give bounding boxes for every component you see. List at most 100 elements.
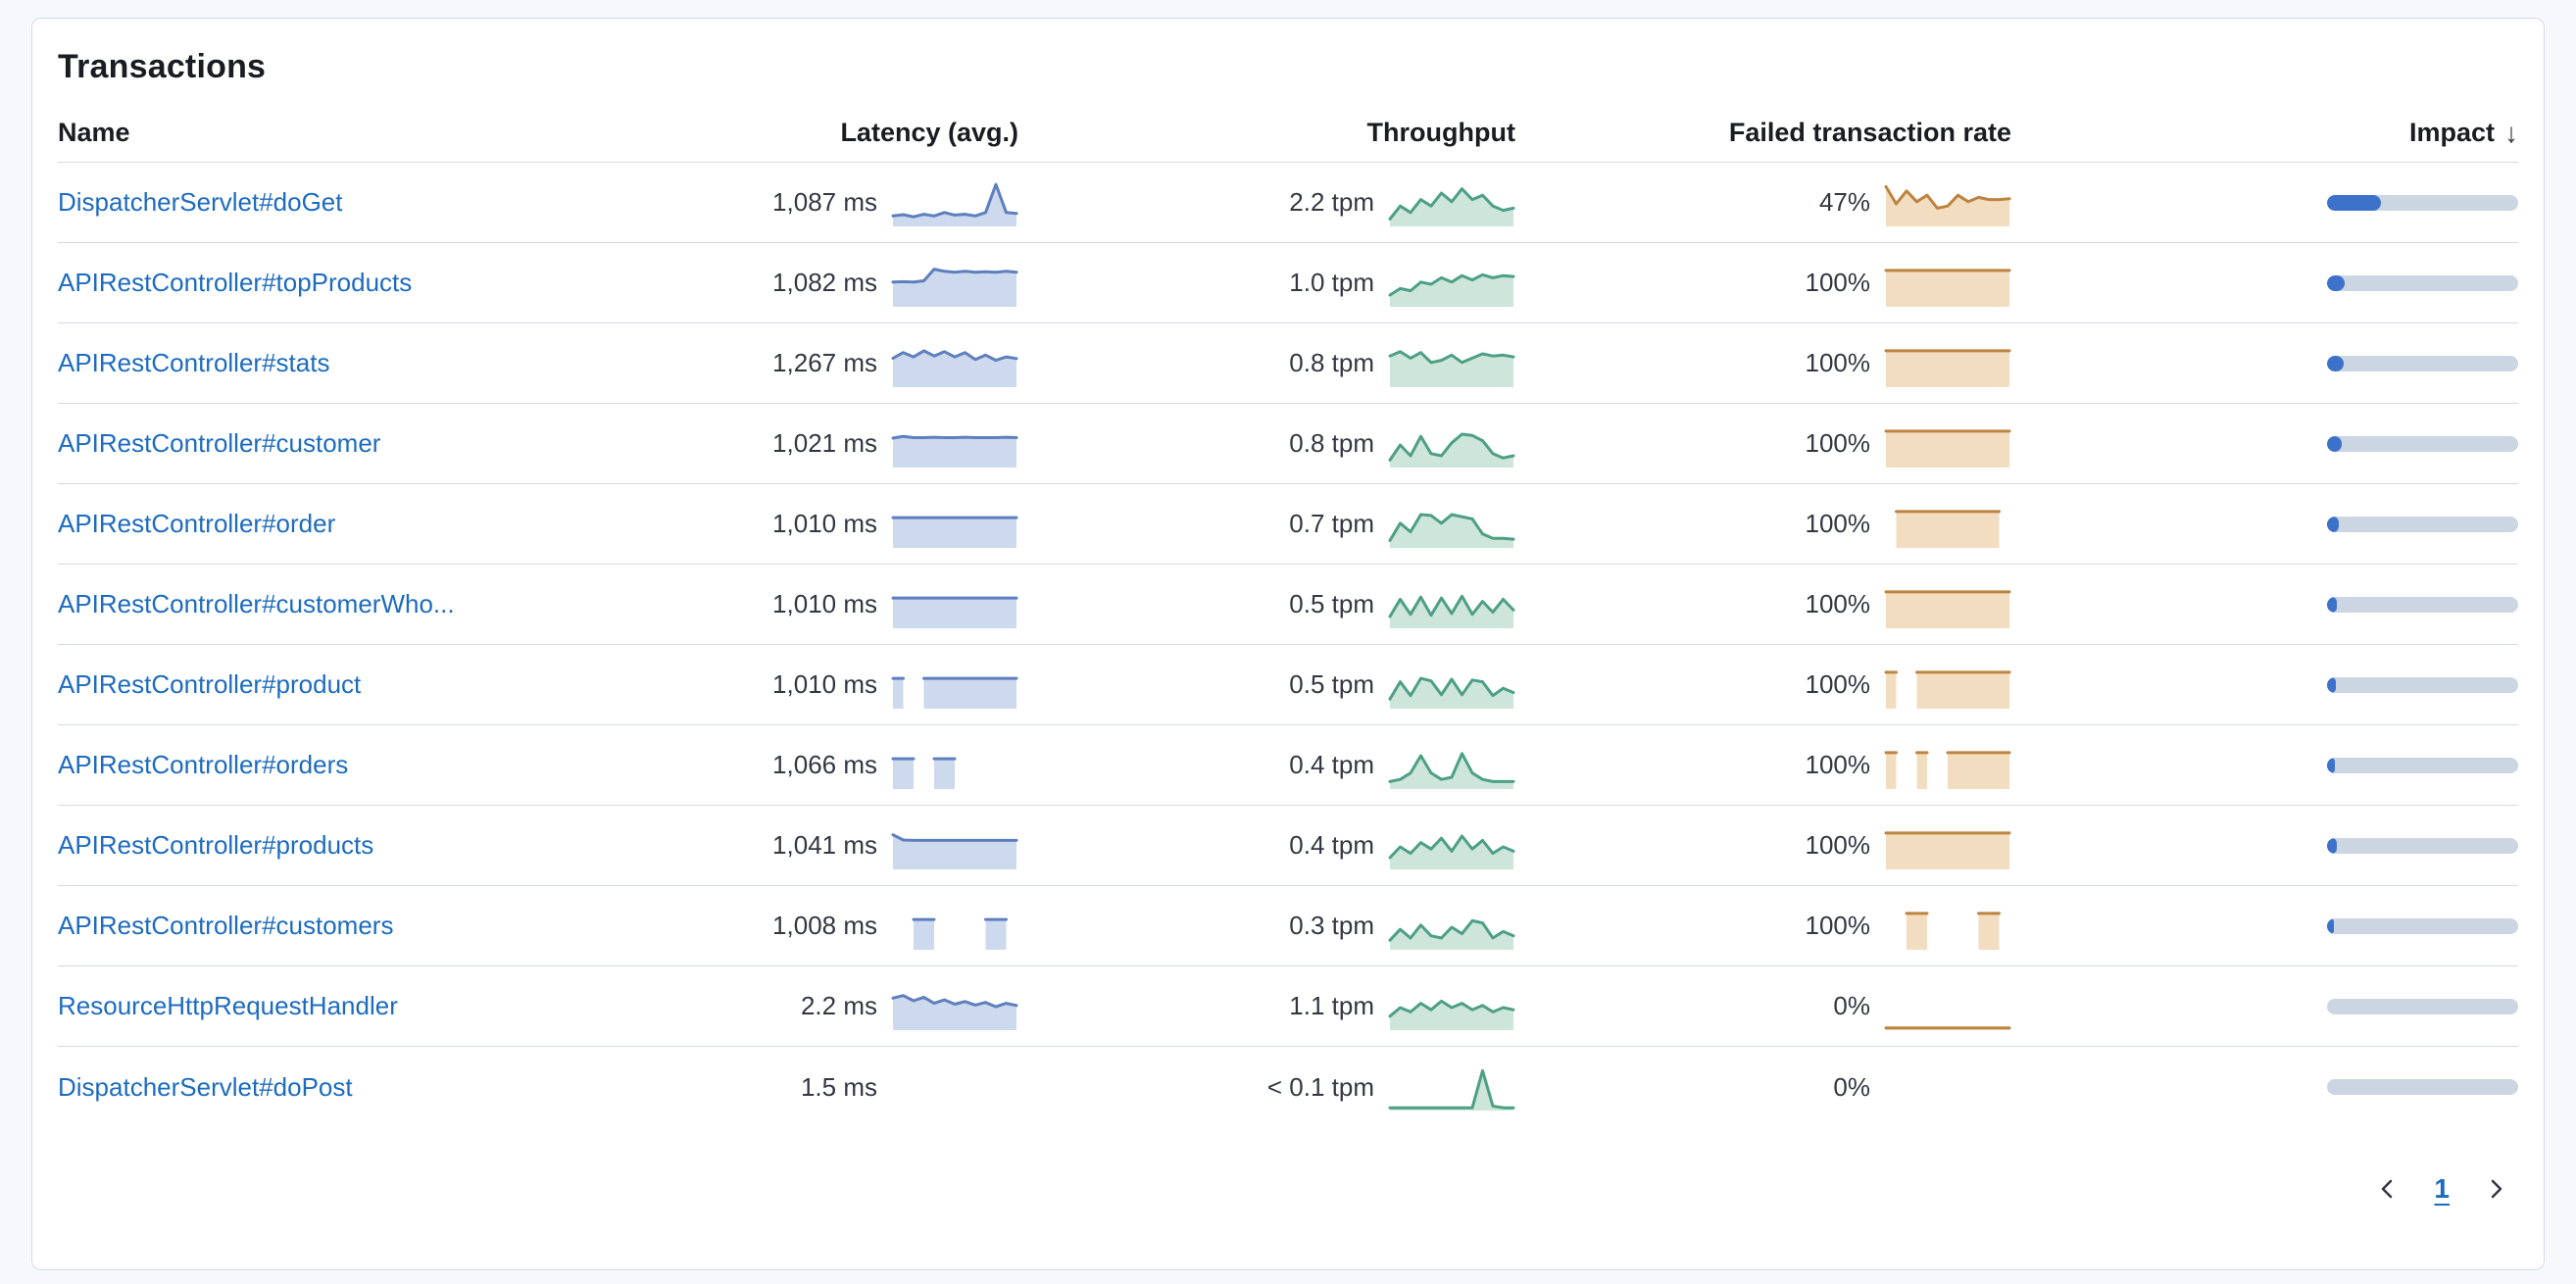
transaction-name-cell: APIRestController#order (58, 509, 597, 539)
latency-value: 1,267 ms (772, 348, 877, 377)
impact-bar (2327, 676, 2518, 693)
failed-rate-sparkline (1884, 177, 2011, 228)
latency-value: 1,021 ms (772, 428, 877, 458)
latency-sparkline (891, 579, 1018, 630)
latency-cell: 1,267 ms (597, 338, 1018, 389)
transaction-link[interactable]: APIRestController#order (58, 509, 336, 538)
failed-rate-value: 100% (1805, 750, 1871, 779)
throughput-cell: 0.5 tpm (1018, 579, 1515, 630)
latency-cell: 1,010 ms (597, 499, 1018, 550)
transaction-name-cell: DispatcherServlet#doGet (58, 187, 597, 218)
throughput-value: 0.5 tpm (1289, 669, 1374, 699)
throughput-sparkline (1388, 1062, 1515, 1112)
latency-value: 1,082 ms (772, 268, 877, 297)
throughput-cell: 0.3 tpm (1018, 901, 1515, 952)
failed-rate-cell: 100% (1515, 660, 2011, 711)
table-row: APIRestController#products 1,041 ms 0.4 … (58, 806, 2518, 886)
failed-rate-cell: 100% (1515, 419, 2011, 469)
impact-bar-fill (2327, 355, 2344, 371)
failed-rate-sparkline (1884, 660, 2011, 711)
impact-bar-fill (2327, 757, 2335, 773)
latency-value: 1,010 ms (772, 669, 877, 699)
impact-bar (2327, 274, 2518, 291)
transaction-link[interactable]: APIRestController#topProducts (58, 268, 413, 297)
column-header-throughput[interactable]: Throughput (1018, 118, 1515, 148)
transaction-link[interactable]: APIRestController#customer (58, 428, 381, 458)
table-row: APIRestController#stats 1,267 ms 0.8 tpm… (58, 323, 2518, 404)
impact-bar-fill (2327, 917, 2334, 934)
transaction-link[interactable]: APIRestController#stats (58, 348, 330, 377)
latency-sparkline (891, 338, 1018, 389)
throughput-cell: < 0.1 tpm (1018, 1062, 1515, 1112)
column-header-failed-rate[interactable]: Failed transaction rate (1515, 118, 2011, 148)
throughput-cell: 0.8 tpm (1018, 419, 1515, 469)
next-page-button[interactable] (2479, 1172, 2512, 1206)
throughput-sparkline (1388, 338, 1515, 389)
transaction-link[interactable]: APIRestController#product (58, 669, 362, 699)
failed-rate-value: 47% (1818, 187, 1870, 217)
latency-sparkline (891, 981, 1018, 1032)
failed-rate-cell: 100% (1515, 258, 2011, 309)
failed-rate-value: 100% (1805, 428, 1871, 458)
impact-bar (2327, 1079, 2518, 1095)
column-header-name[interactable]: Name (58, 118, 130, 147)
impact-cell (2011, 837, 2518, 854)
latency-cell: 1.5 ms (597, 1062, 1018, 1112)
latency-cell: 1,087 ms (597, 177, 1018, 228)
throughput-cell: 0.4 tpm (1018, 820, 1515, 871)
throughput-value: 0.3 tpm (1289, 911, 1374, 940)
column-header-impact[interactable]: Impact ↓ (2011, 118, 2518, 149)
previous-page-button[interactable] (2371, 1172, 2404, 1206)
throughput-sparkline (1388, 820, 1515, 871)
column-header-throughput-label: Throughput (1366, 118, 1515, 147)
impact-bar-fill (2327, 274, 2345, 291)
latency-cell: 1,021 ms (597, 419, 1018, 469)
throughput-cell: 0.7 tpm (1018, 499, 1515, 550)
transaction-name-cell: APIRestController#products (58, 830, 597, 861)
sort-descending-icon: ↓ (2504, 117, 2518, 148)
transaction-name-cell: ResourceHttpRequestHandler (58, 991, 597, 1021)
throughput-cell: 2.2 tpm (1018, 177, 1515, 228)
transaction-link[interactable]: APIRestController#customerWho... (58, 589, 455, 618)
impact-bar (2327, 837, 2518, 854)
table-header-row: Name Latency (avg.) Throughput Failed tr… (58, 104, 2518, 163)
throughput-sparkline (1388, 419, 1515, 469)
latency-cell: 2.2 ms (597, 981, 1018, 1032)
failed-rate-value: 100% (1805, 911, 1871, 940)
failed-rate-cell: 100% (1515, 338, 2011, 389)
transaction-link[interactable]: APIRestController#orders (58, 750, 349, 779)
failed-rate-sparkline (1884, 820, 2011, 871)
impact-bar-fill (2327, 435, 2342, 452)
table-body: DispatcherServlet#doGet 1,087 ms 2.2 tpm… (58, 163, 2518, 1127)
failed-rate-cell: 100% (1515, 901, 2011, 952)
latency-value: 1,087 ms (772, 187, 877, 217)
throughput-value: 0.4 tpm (1289, 750, 1374, 779)
failed-rate-value: 100% (1805, 509, 1871, 538)
transaction-link[interactable]: APIRestController#customers (58, 911, 394, 940)
failed-rate-cell: 0% (1515, 1062, 2011, 1112)
transaction-name-cell: APIRestController#customerWho... (58, 589, 597, 619)
throughput-value: 0.5 tpm (1289, 589, 1374, 618)
transaction-link[interactable]: DispatcherServlet#doPost (58, 1071, 353, 1102)
latency-value: 1,010 ms (772, 589, 877, 618)
throughput-value: < 0.1 tpm (1266, 1071, 1374, 1102)
impact-bar-fill (2327, 596, 2337, 613)
latency-cell: 1,041 ms (597, 820, 1018, 871)
transaction-link[interactable]: ResourceHttpRequestHandler (58, 991, 398, 1020)
throughput-value: 2.2 tpm (1289, 187, 1374, 217)
page-number-1[interactable]: 1 (2434, 1173, 2450, 1204)
throughput-value: 0.8 tpm (1289, 428, 1374, 458)
table-row: APIRestController#orders 1,066 ms 0.4 tp… (58, 725, 2518, 806)
throughput-value: 1.0 tpm (1289, 268, 1374, 297)
impact-cell (2011, 355, 2518, 371)
latency-sparkline (891, 419, 1018, 469)
transaction-link[interactable]: APIRestController#products (58, 830, 374, 860)
column-header-latency[interactable]: Latency (avg.) (597, 118, 1018, 148)
transaction-link[interactable]: DispatcherServlet#doGet (58, 187, 343, 217)
latency-sparkline (891, 499, 1018, 550)
throughput-cell: 0.4 tpm (1018, 740, 1515, 791)
transaction-name-cell: APIRestController#topProducts (58, 268, 597, 298)
impact-bar (2327, 998, 2518, 1014)
impact-cell (2011, 435, 2518, 452)
latency-sparkline (891, 1062, 1018, 1112)
